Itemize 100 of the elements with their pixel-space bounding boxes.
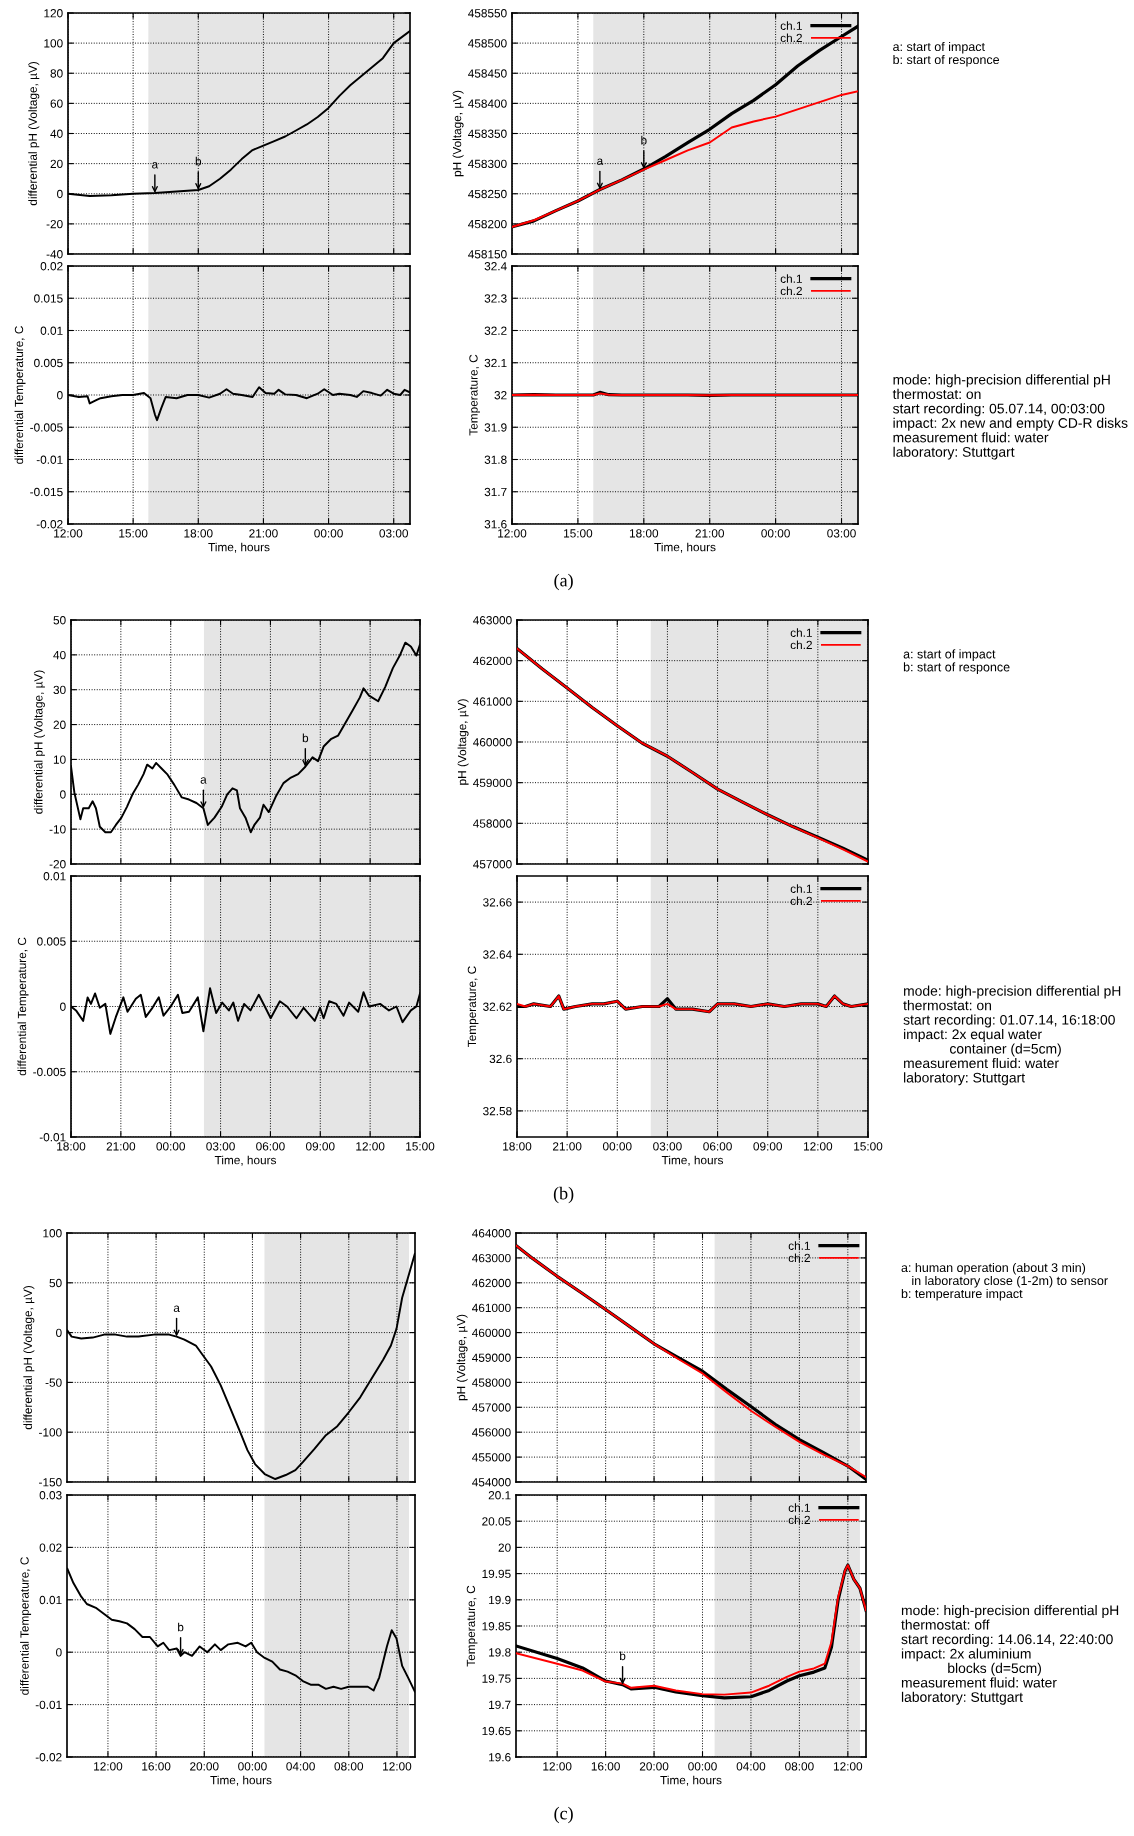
text: impact: 2x equal water	[904, 1028, 1042, 1042]
x-tick-label: 00:00	[238, 1762, 267, 1771]
y-tick-label: 461000	[472, 1303, 511, 1313]
legend-label: ch.1	[788, 1241, 810, 1250]
legend-label: ch.1	[780, 274, 802, 283]
x-axis-title: Time, hours	[661, 1155, 724, 1166]
y-tick-label: 19.65	[482, 1726, 511, 1736]
y-tick-label: 0.02	[39, 1543, 62, 1552]
y-tick-label: 31.7	[484, 487, 507, 497]
y-tick-label: 100	[43, 1229, 62, 1238]
y-tick-label: 460000	[472, 1328, 511, 1337]
y-tick-label: 120	[44, 9, 63, 18]
y-tick-label: 20	[50, 159, 63, 169]
x-tick-label: 08:00	[785, 1762, 814, 1771]
y-tick-label: 0.02	[40, 262, 63, 271]
x-tick-label: 06:00	[703, 1142, 732, 1151]
y-tick-label: 0.005	[34, 358, 63, 368]
y-tick-label: 60	[50, 99, 63, 108]
y-tick-label: 50	[53, 616, 66, 625]
x-axis-title: Time, hours	[660, 1775, 722, 1786]
text: thermostat: off	[901, 1619, 990, 1630]
x-tick-label: 03:00	[827, 529, 856, 538]
text: measurement fluid: water	[901, 1677, 1057, 1688]
x-axis-title: Time, hours	[210, 1775, 272, 1786]
y-axis-title: pH (Voltage, µV)	[452, 90, 464, 177]
x-tick-label: 20:00	[190, 1762, 219, 1771]
y-tick-label: 32.6	[489, 1054, 512, 1064]
y-tick-label: 32.2	[484, 326, 507, 335]
x-tick-label: 18:00	[629, 529, 659, 538]
x-tick-label: 15:00	[119, 529, 148, 538]
x-tick-label: 16:00	[142, 1762, 171, 1771]
x-tick-label: 12:00	[383, 1762, 412, 1771]
y-tick-label: 40	[53, 650, 66, 660]
text: (a)	[554, 573, 573, 591]
y-tick-label: 31.6	[484, 520, 507, 529]
legend-label: ch.2	[788, 1253, 810, 1263]
annotation: a	[597, 158, 604, 165]
y-tick-label: -0.01	[36, 455, 63, 464]
text: b: start of responce	[903, 662, 1010, 674]
x-tick-label: 15:00	[854, 1142, 883, 1151]
text: laboratory: Stuttgart	[901, 1691, 1023, 1705]
y-tick-label: 458000	[472, 1378, 511, 1387]
y-tick-label: 32.64	[483, 950, 512, 959]
y-tick-label: 0	[57, 189, 63, 199]
x-tick-label: 21:00	[695, 529, 725, 538]
y-tick-label: 19.7	[489, 1700, 511, 1709]
annotation: b	[195, 156, 202, 166]
y-tick-label: 461000	[473, 697, 512, 706]
y-tick-label: 20.05	[482, 1517, 511, 1526]
y-tick-label: 458550	[468, 9, 507, 18]
text: measurement fluid: water	[904, 1057, 1059, 1069]
y-tick-label: 19.85	[482, 1622, 511, 1631]
x-tick-label: 00:00	[688, 1762, 717, 1771]
y-axis-title: differential pH (Voltage, µV)	[33, 670, 45, 814]
y-tick-label: 458250	[468, 189, 507, 199]
y-axis-title: differential pH (Voltage, µV)	[23, 1286, 35, 1430]
y-tick-label: 32.66	[483, 898, 512, 907]
x-tick-label: 12:00	[498, 529, 527, 538]
x-tick-label: 04:00	[736, 1762, 766, 1771]
x-axis-title: Time, hours	[654, 542, 716, 553]
x-tick-label: 12:00	[94, 1762, 123, 1771]
y-tick-label: -0.02	[35, 1753, 62, 1762]
x-tick-label: 03:00	[653, 1142, 682, 1151]
legend-label: ch.2	[790, 640, 812, 650]
x-tick-label: 00:00	[761, 529, 790, 538]
y-tick-label: 0	[57, 391, 63, 400]
annotation: b	[178, 1622, 184, 1632]
y-tick-label: 32	[494, 391, 507, 400]
y-tick-label: 0.015	[34, 294, 63, 303]
x-tick-label: 09:00	[305, 1142, 335, 1151]
text: mode: high-precision differential pH	[904, 985, 1121, 999]
annotation: b	[620, 1651, 626, 1661]
y-tick-label: 0	[56, 1648, 62, 1657]
text: thermostat: on	[903, 1000, 991, 1011]
y-axis-title: pH (Voltage, µV)	[456, 1314, 468, 1401]
y-tick-label: 20.1	[488, 1491, 511, 1500]
x-tick-label: 12:00	[803, 1142, 833, 1151]
text: (b)	[553, 1186, 574, 1204]
x-tick-label: 12:00	[54, 529, 83, 538]
x-tick-label: 15:00	[406, 1142, 435, 1151]
y-axis-title: Temperature, C	[469, 354, 480, 436]
x-tick-label: 12:00	[543, 1762, 572, 1771]
annotation: a	[173, 1305, 180, 1313]
y-tick-label: -0.01	[35, 1700, 62, 1709]
x-tick-label: 18:00	[57, 1142, 86, 1151]
text: a: start of impact	[903, 649, 996, 661]
y-tick-label: 0.01	[40, 326, 63, 335]
x-tick-label: 16:00	[591, 1762, 620, 1771]
y-tick-label: 31.8	[484, 455, 507, 464]
x-tick-label: 21:00	[552, 1142, 582, 1151]
y-tick-label: 80	[50, 69, 63, 78]
x-tick-label: 04:00	[286, 1762, 315, 1771]
text: (c)	[554, 1806, 573, 1824]
y-tick-label: -0.01	[39, 1133, 66, 1142]
x-axis-title: Time, hours	[208, 542, 270, 553]
x-tick-label: 12:00	[356, 1142, 385, 1151]
x-tick-label: 21:00	[249, 529, 278, 538]
y-axis-title: Temperature, C	[467, 966, 479, 1047]
y-tick-label: 20	[498, 1543, 511, 1552]
text: laboratory: Stuttgart	[893, 446, 1015, 460]
